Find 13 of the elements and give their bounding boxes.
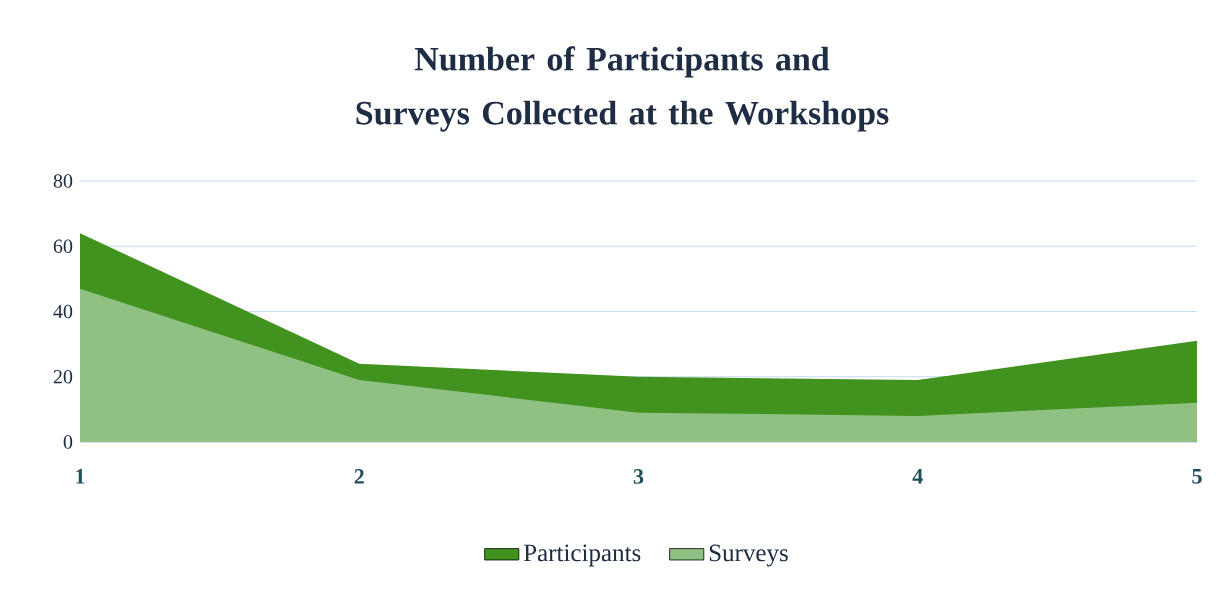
x-tick-label: 1 — [76, 469, 85, 484]
chart-title: Number of Participants and Surveys Collected at the Workshops — [356, 46, 889, 132]
legend-label: Surveys — [709, 544, 788, 567]
x-tick-label: 2 — [354, 469, 364, 484]
y-tick-label: 20 — [53, 370, 73, 384]
x-tick-label: 3 — [633, 469, 644, 484]
legend-label: Participants — [523, 544, 641, 567]
y-tick-label: 0 — [63, 435, 73, 449]
x-tick-label: 4 — [912, 469, 923, 484]
x-tick-label: 5 — [1192, 469, 1202, 484]
y-tick-label: 80 — [53, 174, 73, 188]
y-tick-label: 60 — [53, 239, 73, 253]
y-tick-label: 40 — [53, 304, 73, 319]
